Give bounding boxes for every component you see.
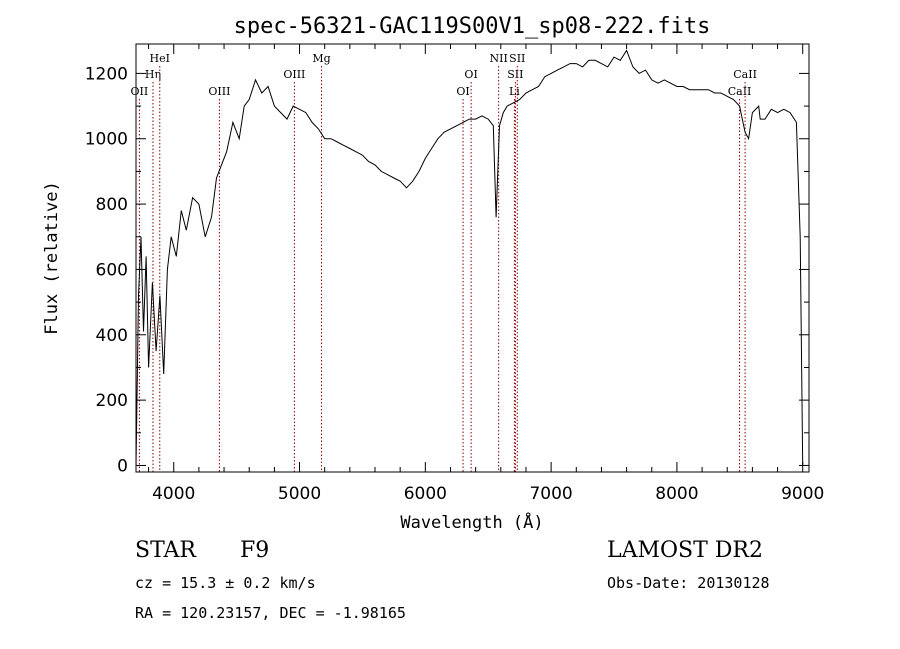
obs-date: Obs-Date: 20130128 — [607, 574, 770, 592]
object-subclass: F9 — [240, 538, 270, 563]
plot-frame — [135, 43, 810, 473]
y-tick-label: 0 — [117, 456, 128, 476]
spectrum-plot: spec-56321-GAC119S00V1_sp08-222.fits OII… — [42, 14, 824, 533]
line-marker-label: CaII — [728, 85, 752, 98]
y-axis-label: Flux (relative) — [42, 181, 62, 335]
object-class: STAR — [135, 538, 196, 563]
y-tick-label: 1000 — [85, 130, 128, 150]
line-marker-label: Mg — [312, 52, 330, 65]
y-tick-label: 600 — [96, 260, 128, 280]
y-tick-label: 400 — [96, 326, 128, 346]
x-tick-label: 7000 — [529, 484, 572, 504]
chart-title: spec-56321-GAC119S00V1_sp08-222.fits — [234, 14, 711, 39]
line-marker-label: CaII — [733, 68, 757, 81]
emission-line-markers: OII Hη HeI OIII OIII Mg OI OI NII Li SII SII CaII CaI… — [131, 52, 757, 472]
line-marker-label: OI — [456, 85, 469, 98]
line-marker-label: OIII — [208, 85, 230, 98]
x-tick-label: 8000 — [655, 484, 698, 504]
line-marker-label: Li — [509, 85, 520, 98]
x-tick-label: 5000 — [278, 484, 321, 504]
redshift-text: cz = 15.3 ± 0.2 km/s — [135, 574, 316, 592]
coordinates-text: RA = 120.23157, DEC = -1.98165 — [135, 604, 406, 622]
line-marker-label: OI — [464, 68, 477, 81]
x-tick-label: 9000 — [781, 484, 824, 504]
y-tick-label: 200 — [96, 391, 128, 411]
line-marker-label: OII — [131, 85, 149, 98]
spectrum-line — [135, 49, 804, 466]
line-marker-label: SII — [509, 52, 525, 65]
line-marker-label: HeI — [150, 52, 170, 65]
line-marker-label: OIII — [283, 68, 305, 81]
y-tick-label: 800 — [96, 195, 128, 215]
line-marker-label: NII — [490, 52, 508, 65]
line-marker-label: Hη — [145, 68, 161, 81]
line-marker-label: SII — [507, 68, 523, 81]
y-tick-label: 1200 — [85, 64, 128, 84]
x-axis-ticks: 4000 5000 6000 7000 8000 9000 — [148, 44, 824, 504]
y-axis-ticks: 0 200 400 600 800 1000 1200 — [85, 64, 809, 476]
x-tick-label: 4000 — [152, 484, 195, 504]
survey-name: LAMOST DR2 — [607, 538, 763, 563]
x-axis-label: Wavelength (Å) — [400, 511, 543, 533]
x-tick-label: 6000 — [404, 484, 447, 504]
